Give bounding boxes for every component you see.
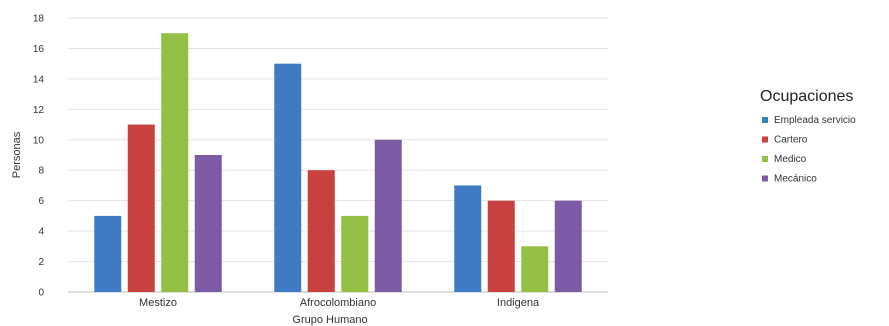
bar	[161, 33, 189, 292]
legend-label: Empleada servicio	[774, 115, 856, 126]
x-category-label: Indigena	[497, 297, 540, 309]
y-tick-label: 0	[38, 288, 44, 299]
bar	[94, 215, 122, 292]
legend-swatch	[762, 136, 768, 143]
y-tick-label: 2	[38, 257, 44, 268]
bar	[554, 200, 582, 292]
bar	[487, 200, 515, 292]
y-tick-label: 18	[33, 14, 45, 25]
bar	[521, 246, 549, 292]
x-axis-categories: Mestizo Afrocolombiano Indigena	[139, 297, 540, 309]
legend-swatch	[762, 175, 768, 182]
bar	[127, 124, 155, 292]
y-axis-title: Personas	[11, 131, 23, 178]
y-tick-label: 6	[38, 196, 44, 207]
y-tick-label: 12	[33, 105, 45, 116]
gridlines	[68, 17, 608, 293]
legend-swatch	[762, 156, 768, 162]
bar	[341, 215, 369, 292]
y-tick-label: 10	[33, 135, 45, 146]
x-category-label: Afrocolombiano	[300, 297, 376, 309]
bar	[454, 185, 482, 292]
legend-title: Ocupaciones	[760, 88, 853, 105]
y-tick-label: 14	[33, 74, 45, 85]
bars	[94, 33, 582, 292]
y-tick-label: 16	[33, 44, 45, 55]
y-axis-ticks: 0 2 4 6 8 10 12 14 16 18	[33, 14, 45, 299]
bar	[374, 139, 402, 292]
x-category-label: Mestizo	[139, 297, 177, 309]
legend-label: Mecánico	[774, 174, 817, 185]
legend-label: Medico	[774, 154, 807, 165]
legend: Ocupaciones Empleada servicio Cartero Medi…	[760, 88, 856, 185]
y-tick-label: 4	[38, 227, 44, 238]
bar	[194, 155, 222, 292]
bar	[274, 63, 302, 292]
bar	[307, 170, 335, 292]
legend-swatch	[762, 117, 768, 123]
x-axis-title: Grupo Humano	[292, 314, 367, 326]
legend-label: Cartero	[774, 135, 808, 146]
y-tick-label: 8	[38, 166, 44, 177]
